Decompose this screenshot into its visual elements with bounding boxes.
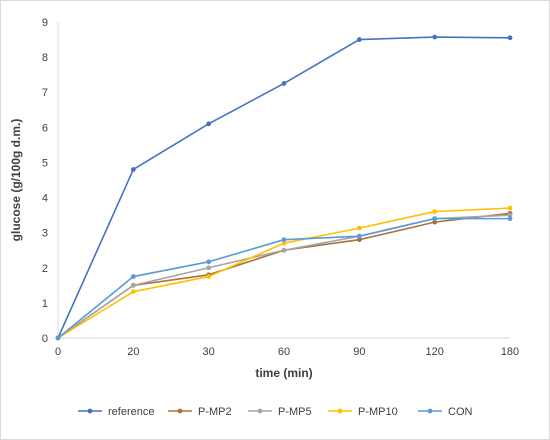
data-point bbox=[281, 247, 287, 253]
y-tick-label: 6 bbox=[42, 122, 48, 134]
y-axis-title: glucose (g/100g d.m.) bbox=[9, 119, 23, 242]
series-reference bbox=[55, 34, 513, 341]
x-axis-title: time (min) bbox=[255, 366, 312, 380]
x-tick-label: 0 bbox=[55, 346, 61, 358]
data-point bbox=[206, 259, 212, 265]
y-tick-label: 3 bbox=[42, 228, 48, 240]
data-point bbox=[130, 274, 136, 279]
legend-label: P-MP10 bbox=[358, 406, 398, 418]
x-axis-ticks: 0 20 30 60 90 120 180 bbox=[55, 346, 519, 358]
data-point bbox=[432, 219, 438, 225]
data-point bbox=[356, 233, 362, 239]
data-point bbox=[130, 289, 136, 295]
y-tick-label: 4 bbox=[42, 193, 48, 205]
series-line bbox=[57, 214, 511, 339]
legend-label: P-MP5 bbox=[278, 406, 312, 418]
y-tick-label: 0 bbox=[42, 333, 48, 345]
data-point bbox=[356, 237, 362, 243]
legend-marker bbox=[257, 408, 263, 414]
legend-item: CON bbox=[418, 406, 473, 418]
data-point bbox=[507, 212, 513, 218]
legend-label: P-MP2 bbox=[198, 406, 232, 418]
y-tick-label: 1 bbox=[42, 298, 48, 310]
y-tick-label: 2 bbox=[42, 263, 48, 275]
series-layer bbox=[55, 34, 513, 341]
series-line bbox=[57, 207, 511, 339]
y-tick-label: 7 bbox=[42, 87, 48, 99]
legend-marker bbox=[87, 408, 93, 414]
x-tick-label: 60 bbox=[278, 346, 290, 358]
data-point bbox=[432, 34, 438, 40]
x-tick-label: 20 bbox=[127, 346, 139, 358]
data-point bbox=[507, 205, 513, 211]
data-point bbox=[432, 216, 438, 222]
legend-item: P-MP10 bbox=[328, 406, 398, 418]
data-point bbox=[356, 37, 362, 42]
series-p-mp2 bbox=[55, 210, 513, 341]
x-tick-label: 90 bbox=[353, 346, 365, 358]
data-point bbox=[281, 237, 287, 243]
data-point bbox=[55, 335, 61, 341]
data-point bbox=[507, 35, 513, 41]
legend-item: P-MP2 bbox=[168, 406, 232, 418]
data-point bbox=[281, 81, 287, 86]
y-axis-ticks: 0 1 2 3 4 5 6 7 8 9 bbox=[42, 17, 48, 345]
legend-marker bbox=[337, 408, 343, 414]
legend: reference P-MP2 P-MP5 P-MP10 CON bbox=[78, 406, 473, 418]
data-point bbox=[356, 225, 362, 231]
legend-marker bbox=[177, 408, 183, 414]
series-con bbox=[55, 216, 513, 341]
data-point bbox=[281, 240, 287, 246]
data-point bbox=[206, 274, 212, 279]
data-point bbox=[206, 265, 212, 271]
series-line bbox=[57, 212, 511, 339]
data-point bbox=[130, 282, 136, 288]
legend-label: reference bbox=[108, 406, 154, 418]
series-p-mp5 bbox=[55, 212, 513, 341]
y-tick-label: 9 bbox=[42, 17, 48, 29]
series-p-mp10 bbox=[55, 205, 513, 341]
x-tick-label: 30 bbox=[203, 346, 215, 358]
legend-label: CON bbox=[448, 406, 473, 418]
legend-item: P-MP5 bbox=[248, 406, 312, 418]
x-tick-label: 180 bbox=[501, 346, 519, 358]
legend-marker bbox=[427, 408, 433, 414]
series-line bbox=[57, 217, 510, 339]
y-tick-label: 8 bbox=[42, 52, 48, 64]
data-point bbox=[507, 216, 513, 222]
data-point bbox=[130, 167, 136, 172]
x-tick-label: 120 bbox=[425, 346, 443, 358]
legend-item: reference bbox=[78, 406, 154, 418]
y-tick-label: 5 bbox=[42, 157, 48, 169]
data-point bbox=[432, 209, 438, 215]
data-point bbox=[206, 121, 212, 127]
